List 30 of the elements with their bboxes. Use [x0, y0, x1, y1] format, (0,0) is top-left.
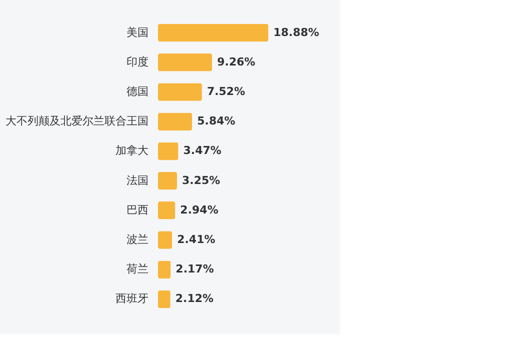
bar: [158, 54, 212, 72]
y-tick-label: 荷兰: [126, 262, 148, 276]
data-label: 2.12%: [175, 292, 214, 306]
bar: [158, 260, 171, 278]
y-tick-label: 法国: [126, 174, 148, 187]
bar: [158, 290, 170, 308]
data-label: 9.26%: [217, 55, 256, 68]
data-label: 2.94%: [180, 203, 218, 216]
bar: [158, 202, 176, 220]
y-tick-label: 巴西: [126, 203, 148, 216]
y-tick-label: 加拿大: [116, 144, 148, 158]
bar: [158, 24, 268, 42]
data-label: 3.25%: [182, 174, 220, 187]
data-label: 18.88%: [273, 26, 320, 39]
y-tick-label: 美国: [126, 26, 148, 39]
bar: [158, 112, 192, 130]
data-label: 3.47%: [183, 144, 222, 158]
y-tick-label: 德国: [126, 85, 148, 98]
bar: [158, 142, 178, 160]
bar: [158, 172, 177, 190]
data-label: 2.41%: [177, 233, 216, 246]
y-tick-label: 西班牙: [116, 292, 148, 306]
y-tick-label: 印度: [126, 55, 148, 68]
bar: [158, 231, 172, 249]
y-tick-label: 大不列颠及北爱尔兰联合王国: [6, 114, 148, 128]
y-tick-label: 波兰: [126, 233, 148, 246]
data-label: 5.84%: [197, 114, 236, 128]
bar: [158, 83, 202, 101]
data-label: 2.17%: [176, 262, 214, 276]
data-label: 7.52%: [206, 85, 246, 98]
